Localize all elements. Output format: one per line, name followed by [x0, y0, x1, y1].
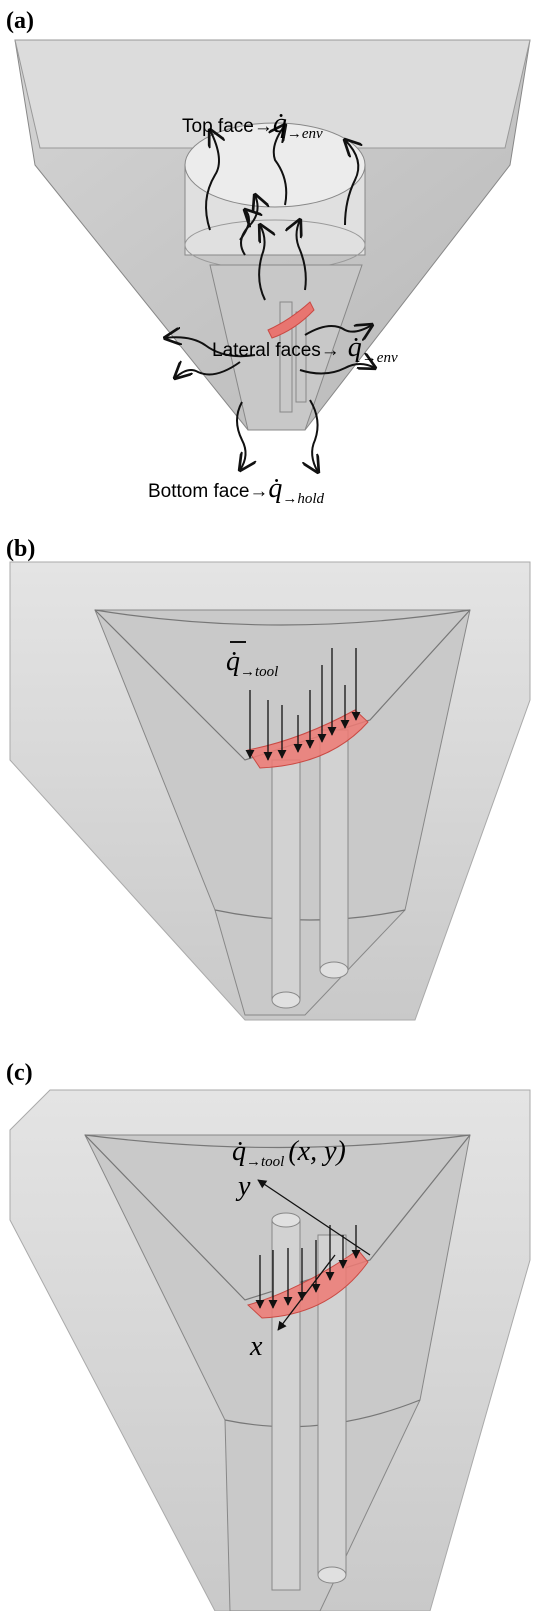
- axis-label: y: [235, 1171, 251, 1202]
- text-part: →tool: [240, 664, 278, 680]
- text-part: →tool: [246, 1154, 284, 1170]
- tool-hole: [320, 730, 348, 970]
- text-part: →env: [287, 126, 323, 142]
- text-part: Lateral faces→: [212, 340, 340, 361]
- text-part: Top face→: [182, 116, 273, 137]
- panel-label: (a): [6, 8, 34, 34]
- tool-hole-end: [320, 962, 348, 978]
- text-part: q̇: [268, 473, 282, 504]
- text-part: q̇: [226, 646, 240, 677]
- panel-label: (c): [6, 1060, 33, 1086]
- tool-hole-end: [272, 992, 300, 1008]
- panel-a: (a) Top face→q̇→env Lateral faces→q̇→env…: [6, 8, 530, 507]
- figure: (a) Top face→q̇→env Lateral faces→q̇→env…: [0, 0, 544, 1611]
- text-part: q̇: [348, 332, 362, 363]
- text-part: Bottom face→: [148, 481, 268, 502]
- text-part: q̇: [273, 108, 287, 139]
- annotation: Bottom face→q̇→hold: [148, 473, 325, 507]
- tool-hole-end: [272, 1213, 300, 1227]
- tool-hole: [272, 760, 300, 1000]
- panel-b: (b) q̇→tool: [6, 536, 530, 1020]
- text-part: →env: [362, 350, 398, 366]
- panel-c: (c) y x q̇→tool(x, y): [6, 1060, 530, 1611]
- tool-hole: [272, 1220, 300, 1590]
- tool-hole-end: [318, 1567, 346, 1583]
- text-part: →hold: [282, 491, 324, 507]
- text-part: (x, y): [288, 1136, 346, 1167]
- axis-label: x: [249, 1331, 263, 1362]
- text-part: q̇: [232, 1136, 246, 1167]
- panel-label: (b): [6, 536, 35, 562]
